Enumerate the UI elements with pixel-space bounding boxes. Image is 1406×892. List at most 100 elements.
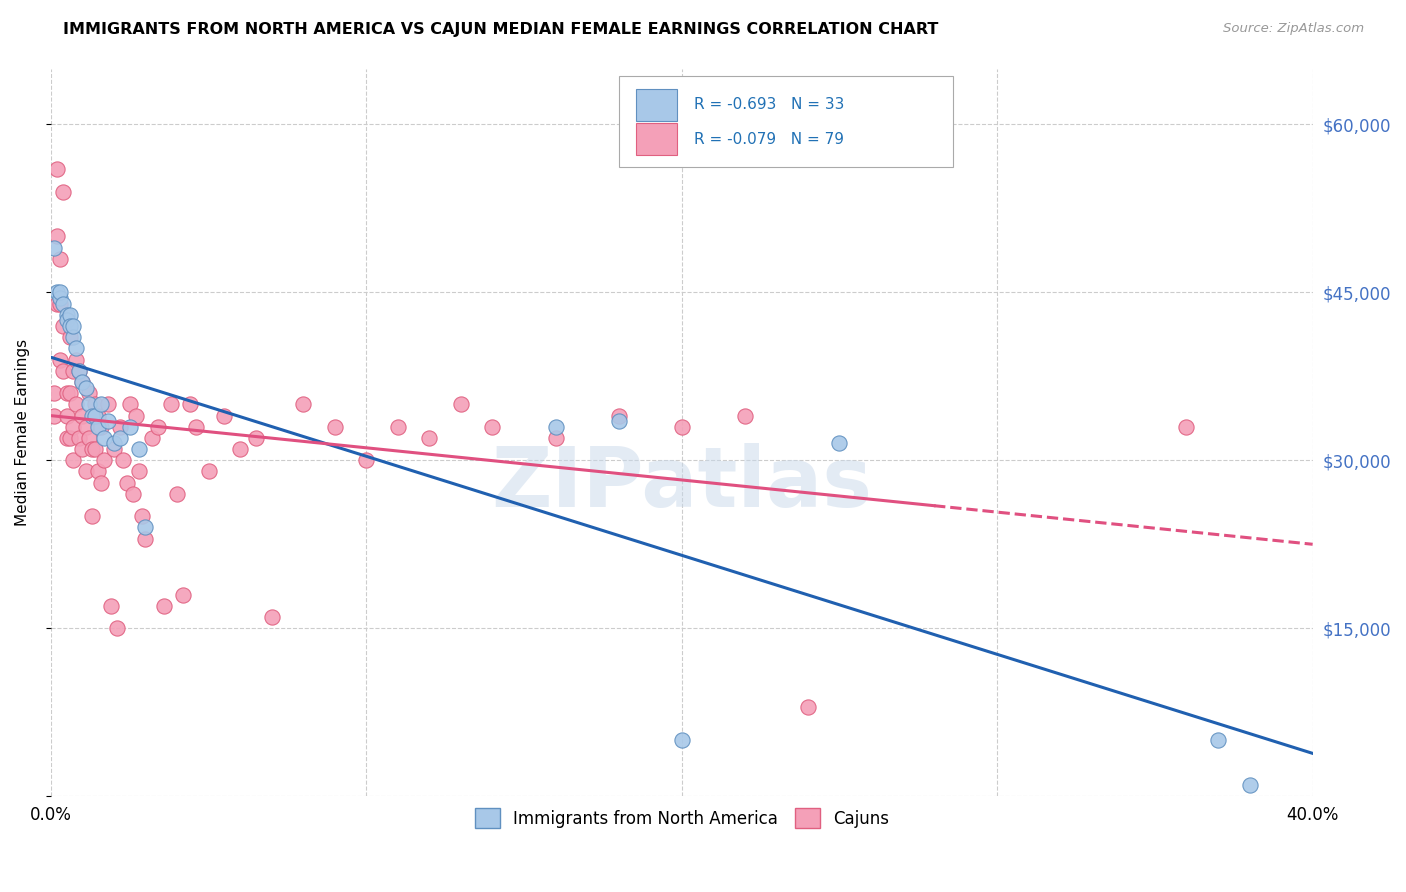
Point [80, 442, 103, 456]
Point [134, 532, 156, 546]
Point [75, 465, 97, 479]
Point [184, 419, 207, 434]
Point [52, 185, 75, 199]
Point [607, 409, 630, 423]
Point [153, 599, 176, 613]
Point [84, 442, 107, 456]
Point [87, 465, 110, 479]
Y-axis label: Median Female Earnings: Median Female Earnings [15, 339, 30, 526]
Point [55, 409, 77, 423]
Point [59, 386, 82, 401]
Point [77, 431, 100, 445]
Point [166, 487, 188, 501]
Point [75, 419, 97, 434]
Point [131, 509, 153, 524]
Point [52, 364, 75, 378]
Point [80, 409, 103, 423]
Point [97, 414, 120, 428]
Point [671, 419, 693, 434]
Point [65, 352, 87, 367]
Point [75, 380, 97, 394]
Point [49, 296, 72, 310]
Point [87, 419, 110, 434]
Point [46, 285, 69, 300]
Point [72, 409, 94, 423]
Point [62, 364, 84, 378]
Point [55, 386, 77, 401]
Point [97, 397, 120, 411]
Point [110, 431, 132, 445]
Point [828, 436, 851, 450]
Point [481, 419, 503, 434]
Point [52, 296, 75, 310]
Point [55, 313, 77, 327]
Point [77, 386, 100, 401]
Legend: Immigrants from North America, Cajuns: Immigrants from North America, Cajuns [468, 801, 896, 835]
Point [72, 442, 94, 456]
Point [356, 453, 378, 467]
Point [46, 296, 69, 310]
Point [59, 330, 82, 344]
Point [387, 419, 409, 434]
Point [52, 318, 75, 333]
Point [62, 453, 84, 467]
Point [159, 397, 181, 411]
Point [115, 475, 138, 490]
Point [65, 342, 87, 356]
Point [671, 733, 693, 747]
Point [59, 318, 82, 333]
Point [59, 308, 82, 322]
Point [141, 431, 163, 445]
Point [146, 419, 169, 434]
Point [245, 431, 267, 445]
Point [103, 436, 125, 450]
Point [128, 442, 150, 456]
Point [49, 252, 72, 266]
Point [323, 419, 346, 434]
Point [118, 397, 141, 411]
Point [62, 419, 84, 434]
Point [90, 475, 112, 490]
Point [229, 442, 252, 456]
Point [49, 285, 72, 300]
Point [450, 397, 472, 411]
Point [544, 419, 567, 434]
Point [72, 375, 94, 389]
Point [84, 409, 107, 423]
Point [125, 409, 148, 423]
Text: Source: ZipAtlas.com: Source: ZipAtlas.com [1223, 22, 1364, 36]
Point [90, 397, 112, 411]
Point [93, 431, 115, 445]
Point [42, 386, 65, 401]
Point [103, 442, 125, 456]
Point [118, 419, 141, 434]
Point [128, 465, 150, 479]
Point [607, 414, 630, 428]
Point [67, 431, 90, 445]
Point [84, 397, 107, 411]
Point [77, 397, 100, 411]
Point [42, 241, 65, 255]
Point [134, 520, 156, 534]
Point [62, 330, 84, 344]
Point [292, 397, 315, 411]
Point [121, 487, 143, 501]
Point [418, 431, 440, 445]
Text: IMMIGRANTS FROM NORTH AMERICA VS CAJUN MEDIAN FEMALE EARNINGS CORRELATION CHART: IMMIGRANTS FROM NORTH AMERICA VS CAJUN M… [63, 22, 939, 37]
Point [87, 409, 110, 423]
Point [100, 599, 122, 613]
Text: R = -0.693   N = 33: R = -0.693 N = 33 [695, 97, 845, 112]
Point [59, 431, 82, 445]
Point [55, 431, 77, 445]
Point [46, 229, 69, 244]
Point [797, 699, 820, 714]
Point [197, 465, 219, 479]
Point [93, 453, 115, 467]
Point [110, 419, 132, 434]
Point [112, 453, 135, 467]
Point [46, 162, 69, 177]
Point [105, 621, 128, 635]
Point [179, 397, 201, 411]
Point [172, 588, 194, 602]
Text: R = -0.079   N = 79: R = -0.079 N = 79 [695, 132, 845, 146]
